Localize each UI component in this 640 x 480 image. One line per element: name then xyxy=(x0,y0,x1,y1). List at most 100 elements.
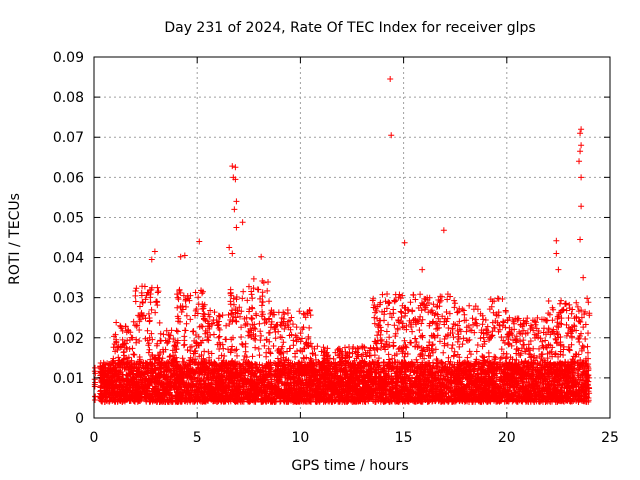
data-point xyxy=(160,348,167,355)
data-point xyxy=(183,312,190,319)
data-point xyxy=(134,322,141,329)
data-point xyxy=(120,341,127,348)
data-point xyxy=(126,371,133,378)
data-point xyxy=(145,349,152,356)
data-point xyxy=(261,342,268,349)
data-point xyxy=(272,329,279,335)
data-point xyxy=(128,334,135,341)
data-point xyxy=(404,351,411,358)
data-point xyxy=(371,352,378,359)
data-point xyxy=(129,345,136,352)
data-point xyxy=(115,371,122,378)
data-point xyxy=(160,397,167,404)
data-point xyxy=(265,279,272,286)
data-point xyxy=(136,338,143,345)
data-point xyxy=(123,360,130,367)
data-point xyxy=(391,298,398,305)
data-point xyxy=(383,328,390,335)
data-point xyxy=(122,323,129,330)
data-point xyxy=(390,343,397,350)
data-point xyxy=(221,352,228,359)
data-point xyxy=(135,397,142,404)
data-point xyxy=(234,352,241,359)
data-point xyxy=(252,344,259,351)
data-point xyxy=(117,323,124,330)
data-point xyxy=(407,339,414,346)
data-point xyxy=(180,342,187,349)
data-point xyxy=(119,336,126,343)
data-point xyxy=(117,360,124,367)
data-point xyxy=(136,303,143,310)
data-point xyxy=(174,328,181,335)
data-point xyxy=(114,346,121,353)
data-point xyxy=(140,365,147,372)
data-point xyxy=(144,289,151,296)
data-point xyxy=(288,314,295,321)
data-point xyxy=(181,341,188,348)
data-point xyxy=(179,355,186,362)
data-point xyxy=(123,387,130,394)
data-point xyxy=(147,294,154,301)
data-point xyxy=(256,320,263,327)
data-point xyxy=(122,355,129,362)
data-point xyxy=(103,391,110,398)
data-point xyxy=(127,359,134,366)
data-point xyxy=(401,337,408,344)
data-point xyxy=(142,296,149,303)
data-point xyxy=(386,356,393,363)
data-point xyxy=(257,337,264,344)
data-point xyxy=(117,397,124,404)
data-point xyxy=(259,298,266,305)
data-points xyxy=(91,76,593,405)
data-point xyxy=(249,353,256,360)
data-point xyxy=(130,351,137,358)
data-point xyxy=(112,331,119,338)
data-point xyxy=(100,378,107,385)
data-point xyxy=(142,335,149,342)
data-point xyxy=(142,394,149,401)
data-point xyxy=(110,360,117,367)
data-point xyxy=(123,344,130,351)
data-point xyxy=(250,275,257,282)
data-point xyxy=(145,340,152,347)
data-point xyxy=(184,346,191,353)
data-point xyxy=(144,387,151,394)
data-point xyxy=(103,379,110,386)
data-point xyxy=(187,316,194,323)
data-point xyxy=(99,392,106,399)
data-point xyxy=(136,326,143,333)
data-point xyxy=(216,333,223,340)
data-point xyxy=(112,385,119,392)
data-point xyxy=(264,287,271,294)
chart-title: Day 231 of 2024, Rate Of TEC Index for r… xyxy=(164,20,535,36)
data-point xyxy=(409,328,416,335)
data-point xyxy=(126,388,133,395)
data-point xyxy=(266,329,273,336)
data-point xyxy=(125,354,132,361)
data-point xyxy=(125,378,132,385)
data-point xyxy=(151,386,158,393)
data-point xyxy=(146,346,153,353)
data-point xyxy=(293,324,300,331)
data-point xyxy=(126,346,133,353)
data-point xyxy=(270,343,277,350)
data-point xyxy=(227,298,234,305)
data-point xyxy=(409,307,416,314)
data-point xyxy=(280,339,287,346)
data-point xyxy=(181,333,188,340)
data-point xyxy=(290,342,297,349)
data-point xyxy=(210,331,217,338)
data-point xyxy=(146,334,153,341)
data-point xyxy=(118,361,125,368)
data-point xyxy=(110,395,117,402)
data-point xyxy=(175,296,182,303)
data-point xyxy=(124,377,131,384)
data-point xyxy=(100,359,107,366)
data-point xyxy=(384,290,391,297)
data-point xyxy=(183,320,190,327)
data-point xyxy=(139,299,146,306)
data-point xyxy=(101,398,108,405)
data-point xyxy=(130,318,137,325)
data-point xyxy=(124,337,131,344)
data-point xyxy=(110,344,117,351)
